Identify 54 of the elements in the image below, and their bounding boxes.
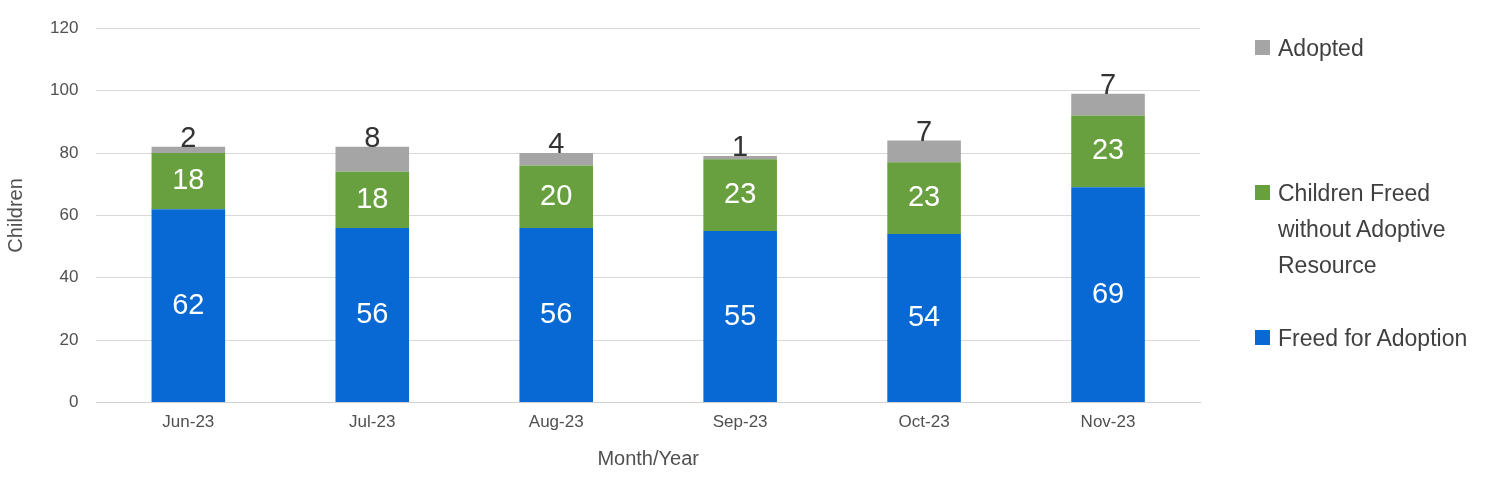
bar bbox=[887, 162, 961, 235]
x-axis-title: Month/Year bbox=[597, 446, 700, 469]
y-tick-label: 100 bbox=[49, 80, 79, 100]
bar bbox=[335, 171, 410, 228]
data-label: 55 bbox=[724, 298, 757, 331]
data-label: 23 bbox=[1091, 133, 1125, 166]
bar bbox=[151, 153, 226, 210]
y-axis-title: Children bbox=[3, 178, 26, 253]
bar bbox=[887, 140, 961, 163]
data-label: 69 bbox=[1091, 276, 1125, 309]
x-tick-label: Nov-23 bbox=[1080, 412, 1136, 432]
y-tick-label: 0 bbox=[68, 392, 79, 412]
data-label: 1 bbox=[732, 130, 749, 163]
data-label: 56 bbox=[356, 296, 389, 329]
data-label: 23 bbox=[907, 180, 941, 213]
data-label: 62 bbox=[172, 287, 205, 320]
x-tick-label: Aug-23 bbox=[528, 412, 584, 432]
data-label: 7 bbox=[1099, 67, 1117, 100]
x-tick-label: Jun-23 bbox=[162, 412, 215, 432]
data-label: 18 bbox=[356, 181, 389, 214]
y-tick-label: 80 bbox=[59, 142, 79, 162]
bar bbox=[519, 153, 593, 166]
bar bbox=[703, 156, 777, 160]
y-tick-label: 40 bbox=[59, 267, 79, 287]
bar bbox=[703, 231, 777, 403]
data-label: 7 bbox=[916, 114, 933, 147]
data-label: 23 bbox=[724, 177, 757, 210]
bar bbox=[519, 165, 593, 228]
data-label: 18 bbox=[172, 163, 205, 196]
bar bbox=[887, 234, 961, 403]
data-label: 8 bbox=[364, 120, 381, 153]
x-tick-label: Oct-23 bbox=[898, 412, 950, 432]
bar bbox=[151, 209, 226, 403]
bar bbox=[703, 159, 777, 231]
data-label: 2 bbox=[180, 120, 197, 153]
y-tick-label: 60 bbox=[59, 205, 79, 225]
data-label: 54 bbox=[907, 300, 941, 333]
data-label: 56 bbox=[540, 296, 573, 329]
bar bbox=[335, 146, 410, 172]
data-label: 20 bbox=[540, 178, 573, 211]
bar bbox=[151, 146, 226, 153]
legend-label: Freed for Adoption bbox=[1278, 324, 1469, 353]
y-tick-label: 120 bbox=[49, 17, 79, 37]
bar bbox=[1071, 93, 1145, 116]
legend-label: Adopted bbox=[1278, 34, 1365, 63]
bar bbox=[1071, 187, 1145, 403]
x-tick-label: Jul-23 bbox=[349, 412, 396, 432]
bar bbox=[335, 227, 410, 403]
data-label: 4 bbox=[548, 127, 565, 159]
y-tick-label: 20 bbox=[59, 329, 79, 349]
bar bbox=[519, 227, 593, 403]
bar bbox=[1071, 115, 1145, 188]
x-tick-label: Sep-23 bbox=[712, 412, 768, 432]
legend-label: Children Freed without Adoptive Resource bbox=[1278, 179, 1447, 280]
